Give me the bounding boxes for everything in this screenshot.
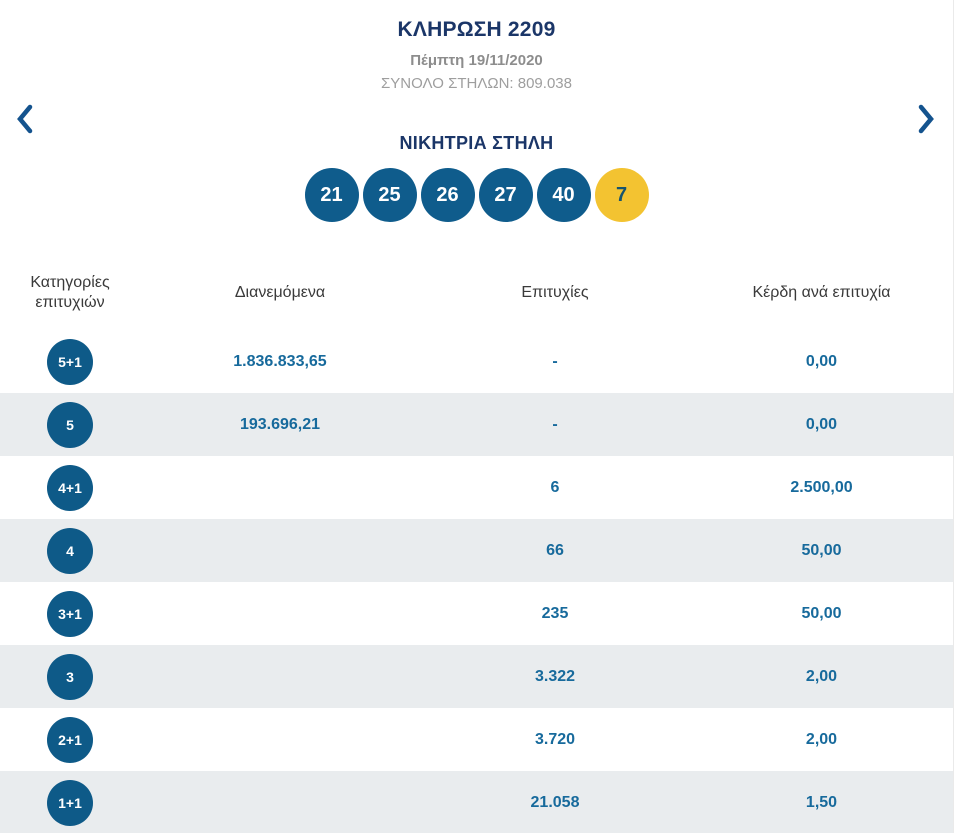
prize-value: 0,00: [805, 352, 838, 370]
category-badge: 3: [47, 653, 93, 700]
table-row: 1+1 21.058 1,50: [0, 771, 953, 833]
winning-column-title: ΝΙΚΗΤΡΙΑ ΣΤΗΛΗ: [399, 133, 554, 153]
number-ball: 40: [536, 168, 591, 222]
category-label: 4+1: [58, 479, 82, 496]
category-label: 3: [66, 668, 74, 685]
prize-value: 2,00: [805, 730, 838, 748]
distributed-value: 193.696,21: [239, 415, 321, 433]
prize-value: 0,00: [805, 415, 838, 433]
prize-value: 1,50: [805, 793, 838, 811]
prize-value: 2,00: [805, 667, 838, 685]
number-ball: 21: [304, 168, 359, 222]
draw-header: ΚΛΗΡΩΣΗ 2209 Πέμπτη 19/11/2020 ΣΥΝΟΛΟ ΣΤ…: [0, 0, 953, 93]
category-badge: 4+1: [47, 464, 93, 511]
category-cell: 4: [0, 527, 140, 574]
category-cell: 5+1: [0, 338, 140, 385]
joker-ball: 7: [594, 168, 649, 222]
table-header-distributed: Διανεμόμενα: [234, 284, 326, 301]
winners-value: 3.322: [534, 667, 576, 685]
winners-value: 3.720: [534, 730, 576, 748]
winners-value: -: [552, 415, 558, 433]
table-row: 2+1 3.720 2,00: [0, 708, 953, 771]
prize-value: 2.500,00: [790, 478, 853, 496]
category-badge: 5: [47, 401, 93, 448]
table-header-winners: Επιτυχίες: [521, 284, 589, 301]
previous-draw-button[interactable]: [8, 103, 42, 137]
table-row: 5 193.696,21 - 0,00: [0, 393, 953, 456]
category-badge: 2+1: [47, 716, 93, 763]
category-badge: 1+1: [47, 779, 93, 826]
table-row: 3+1 235 50,00: [0, 582, 953, 645]
table-header-prize: Κέρδη ανά επιτυχία: [752, 284, 891, 301]
category-badge: 5+1: [47, 338, 93, 385]
table-row: 3 3.322 2,00: [0, 645, 953, 708]
category-cell: 1+1: [0, 779, 140, 826]
draw-title: ΚΛΗΡΩΣΗ 2209: [397, 18, 556, 41]
table-body: 5+1 1.836.833,65 - 0,00 5 193.696,21 - 0…: [0, 330, 953, 833]
number-ball: 26: [420, 168, 475, 222]
draw-date: Πέμπτη 19/11/2020: [410, 52, 543, 69]
winners-value: -: [552, 352, 558, 370]
winners-value: 6: [550, 478, 560, 496]
category-badge: 3+1: [47, 590, 93, 637]
category-cell: 3+1: [0, 590, 140, 637]
category-label: 1+1: [58, 794, 82, 811]
winning-numbers: 21 25 26 27 40 7: [0, 168, 953, 222]
distributed-value: 1.836.833,65: [233, 352, 327, 370]
category-label: 2+1: [58, 731, 82, 748]
chevron-right-icon: [917, 104, 935, 137]
winners-value: 235: [541, 604, 569, 622]
category-cell: 3: [0, 653, 140, 700]
next-draw-button[interactable]: [909, 103, 943, 137]
table-row: 4 66 50,00: [0, 519, 953, 582]
category-badge: 4: [47, 527, 93, 574]
chevron-left-icon: [16, 104, 34, 137]
category-label: 5: [66, 416, 74, 433]
category-label: 5+1: [58, 353, 82, 370]
category-label: 4: [66, 542, 74, 559]
prize-value: 50,00: [801, 541, 842, 559]
category-label: 3+1: [58, 605, 82, 622]
table-header-categories: Κατηγορίες επιτυχιών: [30, 274, 110, 311]
category-cell: 4+1: [0, 464, 140, 511]
winners-value: 21.058: [530, 793, 580, 811]
prize-value: 50,00: [801, 604, 842, 622]
category-cell: 2+1: [0, 716, 140, 763]
table-header-row: Κατηγορίες επιτυχιών Διανεμόμενα Επιτυχί…: [0, 256, 953, 330]
number-ball: 25: [362, 168, 417, 222]
table-row: 5+1 1.836.833,65 - 0,00: [0, 330, 953, 393]
winners-value: 66: [546, 541, 564, 559]
category-cell: 5: [0, 401, 140, 448]
results-table: Κατηγορίες επιτυχιών Διανεμόμενα Επιτυχί…: [0, 256, 953, 833]
total-columns: ΣΥΝΟΛΟ ΣΤΗΛΩΝ: 809.038: [381, 75, 572, 92]
number-ball: 27: [478, 168, 533, 222]
table-row: 4+1 6 2.500,00: [0, 456, 953, 519]
